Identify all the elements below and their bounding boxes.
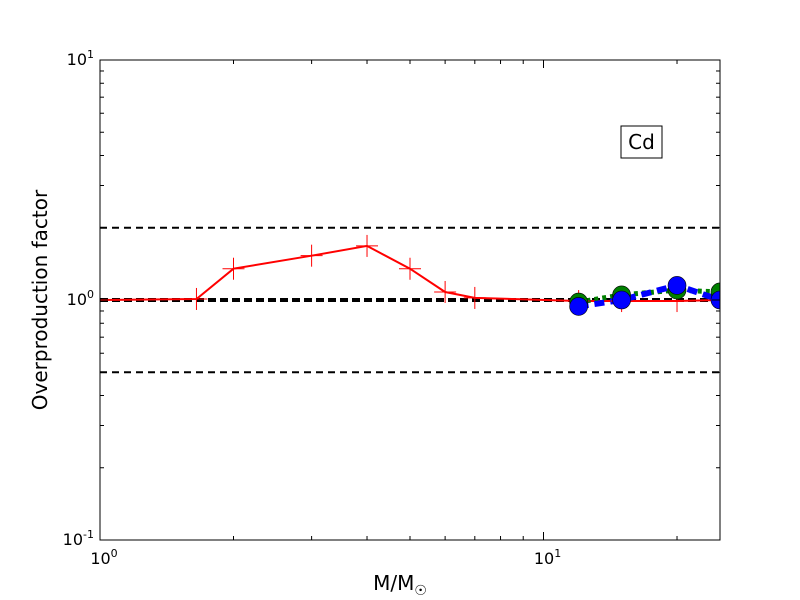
y-tick-label: 101 xyxy=(67,48,94,69)
y-tick-label: 100 xyxy=(67,288,94,309)
annotation-label: Cd xyxy=(628,130,655,154)
series-0-point-4 xyxy=(356,234,379,257)
y-axis-title: Overproduction factor xyxy=(28,189,52,410)
x-tick-label: 100 xyxy=(90,547,117,568)
series-2-point-1 xyxy=(612,290,631,310)
annotation-box: Cd xyxy=(620,125,663,159)
y-tick-label: 10-1 xyxy=(63,528,94,549)
series-0-point-1 xyxy=(185,287,208,310)
x-tick-label: 101 xyxy=(534,547,561,568)
series-0-point-6 xyxy=(434,280,457,303)
series-0-point-2 xyxy=(222,257,245,280)
series-0-point-7 xyxy=(463,286,486,309)
series-line-1 xyxy=(578,287,720,305)
series-2-point-2 xyxy=(667,276,687,295)
plot-frame xyxy=(99,59,721,541)
series-2-point-0 xyxy=(569,297,588,316)
series-0-point-3 xyxy=(300,244,323,267)
series-line-2 xyxy=(578,282,720,310)
x-axis-title: M/M☉ xyxy=(373,571,427,599)
series-0-point-5 xyxy=(399,257,421,280)
